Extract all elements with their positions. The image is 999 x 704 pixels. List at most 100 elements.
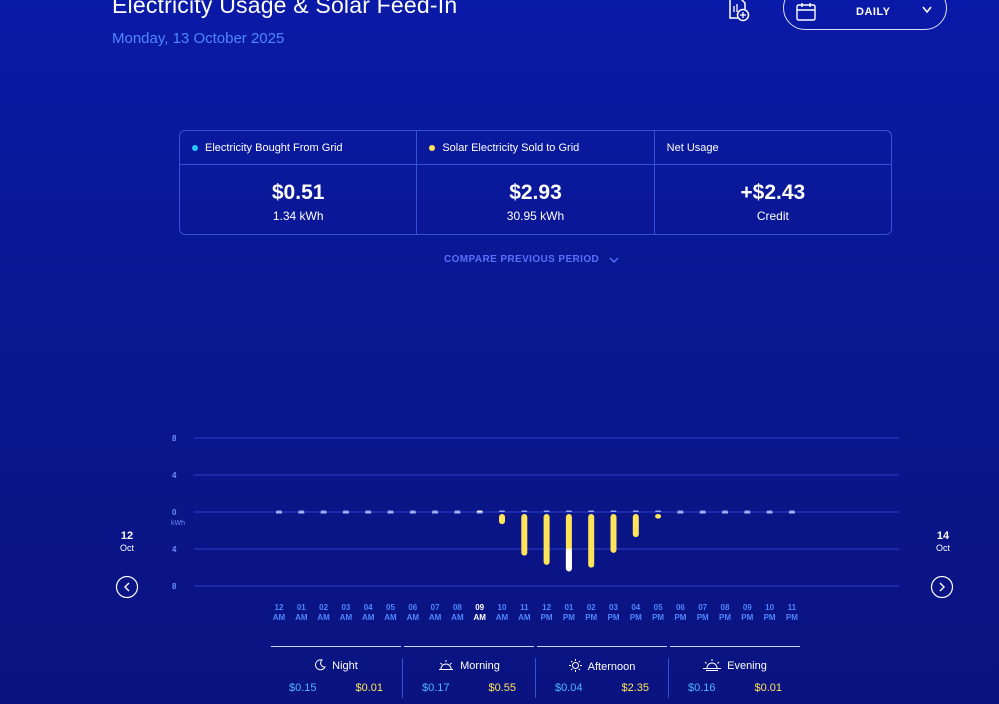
- x-tick-meridiem: PM: [786, 613, 798, 622]
- net-summary: Net Usage +$2.43 Credit: [654, 131, 891, 234]
- x-tick-hour: 02: [319, 603, 328, 612]
- compare-previous-button[interactable]: COMPARE PREVIOUS PERIOD: [444, 254, 619, 265]
- x-tick-hour: 09: [743, 603, 752, 612]
- period-separator: [402, 658, 403, 698]
- bought-bar: [677, 510, 684, 512]
- x-tick-hour: 10: [498, 603, 507, 612]
- bought-bar: [387, 510, 394, 512]
- bought-bar: [432, 510, 439, 512]
- period-sold-credit: $2.35: [621, 682, 649, 694]
- x-tick-meridiem: AM: [496, 613, 509, 622]
- x-tick-hour: 12: [275, 603, 284, 612]
- sun-icon: [568, 659, 588, 673]
- x-tick-meridiem: AM: [295, 613, 308, 622]
- sold-bar: [722, 512, 728, 514]
- bought-bar: [454, 510, 461, 512]
- sold-bar: [365, 512, 372, 514]
- sold-bar: [766, 512, 773, 514]
- bought-bar: [543, 510, 550, 512]
- x-tick-meridiem: PM: [652, 613, 664, 622]
- next-day-label: 14 Oct: [928, 530, 958, 554]
- sold-bar: [655, 514, 662, 519]
- sold-bar: [610, 514, 617, 553]
- prev-day-label: 12 Oct: [112, 530, 142, 554]
- x-tick-hour: 09: [475, 603, 484, 612]
- period-name: Afternoon: [537, 659, 667, 673]
- x-tick-meridiem: AM: [518, 613, 531, 622]
- x-tick-meridiem: PM: [608, 613, 620, 622]
- solar-dot: [429, 144, 436, 151]
- bought-bar: [409, 510, 416, 512]
- solar-summary: Solar Electricity Sold to Grid $2.93 30.…: [417, 131, 655, 234]
- bought-bar: [655, 510, 662, 512]
- chevron-down-icon: [609, 257, 619, 263]
- x-tick-meridiem: PM: [630, 613, 642, 622]
- bought-bar: [610, 510, 617, 512]
- usage-summary: Electricity Bought From Grid $0.51 1.34 …: [179, 130, 892, 235]
- bought-bar: [476, 510, 483, 512]
- x-tick-hour: 11: [520, 603, 529, 612]
- period-divider: [537, 646, 667, 647]
- grid-summary: Electricity Bought From Grid $0.51 1.34 …: [180, 131, 418, 234]
- x-tick-hour: 07: [698, 603, 707, 612]
- bought-bar: [342, 510, 349, 512]
- period-name: Morning: [404, 659, 534, 672]
- period-name-text: Night: [332, 660, 358, 672]
- x-tick-meridiem: PM: [741, 613, 753, 622]
- compare-label: COMPARE PREVIOUS PERIOD: [444, 254, 600, 265]
- solar-amount: $2.93: [509, 181, 562, 204]
- period-separator: [535, 658, 536, 698]
- bought-bar: [298, 510, 305, 512]
- sold-bar-highlight: [565, 548, 572, 572]
- x-tick-hour: 08: [453, 603, 462, 612]
- period-sold-credit: $0.01: [355, 682, 383, 694]
- period-bought-cost: $0.15: [289, 682, 317, 694]
- x-tick-hour: 05: [386, 603, 395, 612]
- x-tick-meridiem: AM: [362, 613, 375, 622]
- time-of-day-morning: Morning $0.17 $0.55: [404, 646, 534, 704]
- period-name: Evening: [670, 659, 800, 672]
- sold-bar: [588, 514, 595, 568]
- y-tick-label: 4: [172, 545, 177, 554]
- sold-bar: [677, 512, 684, 514]
- y-tick-label: 4: [172, 471, 177, 480]
- sold-bar: [543, 514, 550, 565]
- next-day-button[interactable]: [930, 575, 954, 599]
- x-tick-meridiem: AM: [429, 613, 442, 622]
- next-day-month: Oct: [935, 543, 950, 553]
- x-tick-hour: 10: [765, 603, 774, 612]
- bought-bar: [722, 510, 728, 512]
- x-tick-meridiem: AM: [317, 613, 330, 622]
- period-name-text: Morning: [460, 660, 500, 672]
- x-tick-hour: 06: [408, 603, 417, 612]
- x-tick-hour: 01: [297, 603, 306, 612]
- prev-day-number: 12: [120, 530, 134, 542]
- x-tick-hour: 12: [542, 603, 551, 612]
- next-day-number: 14: [936, 530, 950, 542]
- document-export-icon[interactable]: [726, 0, 752, 24]
- bought-bar: [588, 510, 595, 512]
- bought-bar: [632, 510, 639, 512]
- chevron-right-icon: [939, 582, 945, 592]
- sold-bar: [499, 514, 505, 525]
- x-tick-meridiem: PM: [541, 613, 553, 622]
- period-separator: [668, 658, 669, 698]
- y-tick-label: 8: [172, 434, 177, 443]
- moon-icon: [314, 659, 332, 672]
- x-tick-hour: 08: [721, 603, 730, 612]
- grid-dot: [192, 144, 198, 151]
- time-of-day-evening: Evening $0.16 $0.01: [670, 646, 800, 704]
- x-tick-meridiem: AM: [407, 613, 420, 622]
- sold-bar: [565, 514, 572, 572]
- period-bought-cost: $0.04: [555, 682, 583, 694]
- prev-day-button[interactable]: [115, 575, 139, 599]
- period-name-text: Afternoon: [587, 661, 636, 673]
- x-tick-meridiem: PM: [764, 613, 776, 622]
- period-sold-credit: $0.01: [754, 682, 782, 694]
- period-dropdown[interactable]: DAILY: [783, 0, 947, 30]
- bought-bar: [744, 510, 751, 512]
- x-tick-hour: 03: [341, 603, 350, 612]
- period-name: Night: [271, 659, 401, 672]
- bought-bar: [276, 510, 282, 512]
- x-tick-hour: 05: [654, 603, 663, 612]
